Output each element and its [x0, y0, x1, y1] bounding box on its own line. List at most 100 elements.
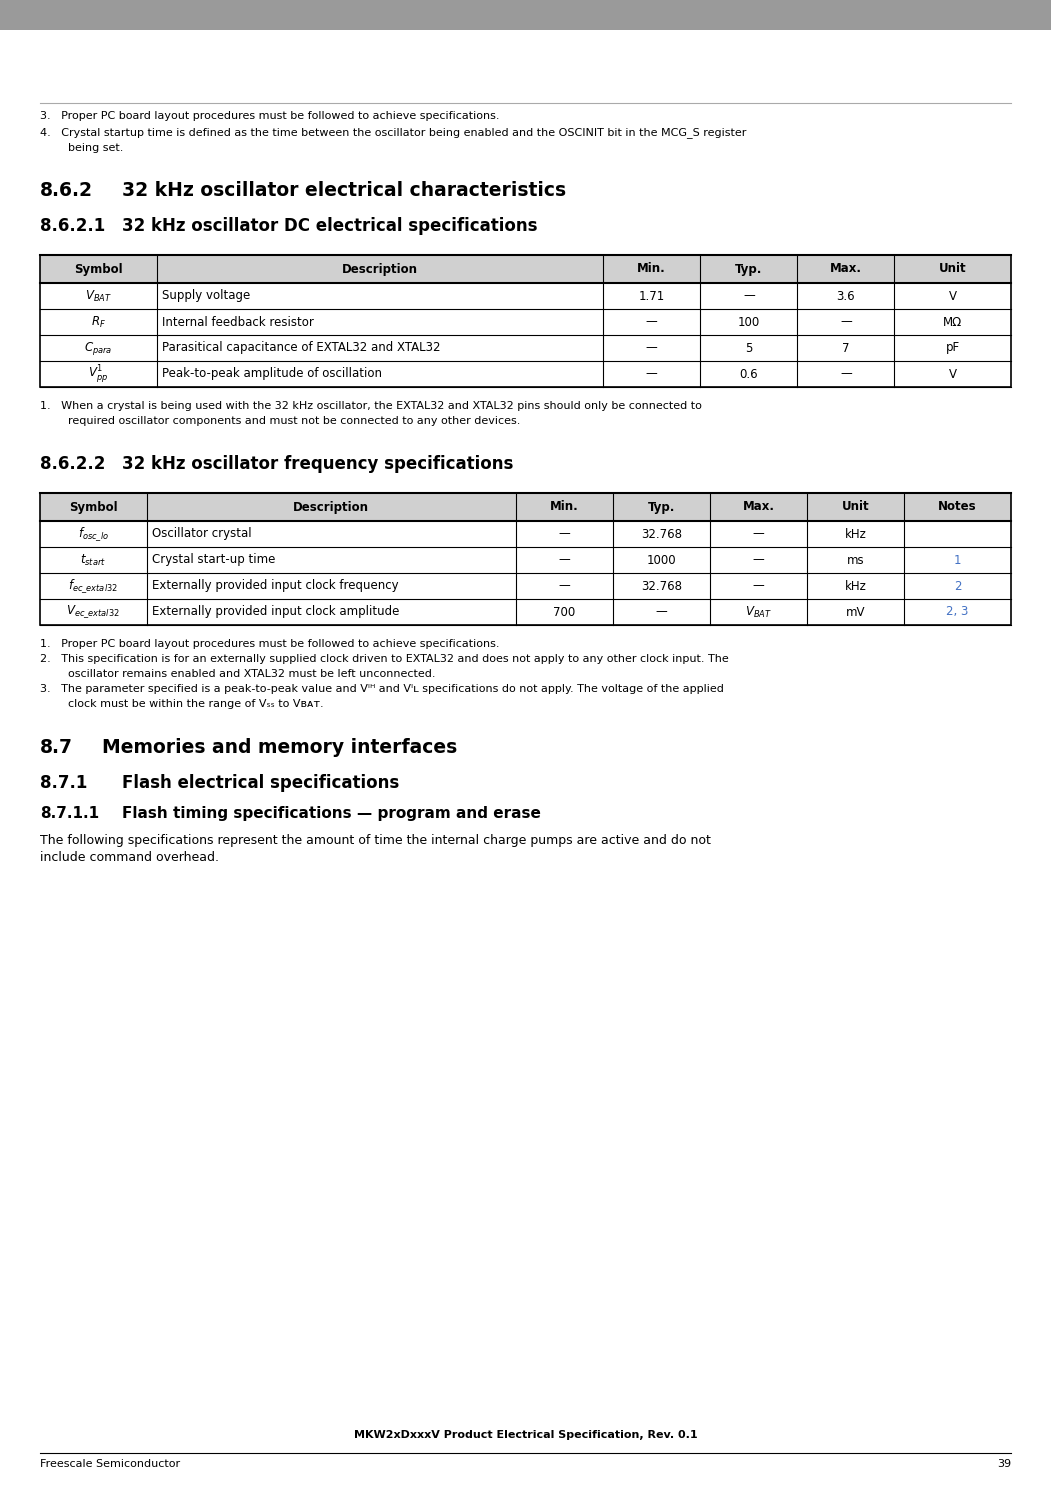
Text: kHz: kHz: [845, 579, 867, 593]
Text: —: —: [753, 579, 764, 593]
Bar: [40, 573, 1011, 599]
Text: 8.6.2: 8.6.2: [40, 181, 92, 200]
Text: Parasitical capacitance of EXTAL32 and XTAL32: Parasitical capacitance of EXTAL32 and X…: [162, 342, 440, 354]
Text: 3.   The parameter specified is a peak-to-peak value and Vᴵᴴ and Vᴵʟ specificati: 3. The parameter specified is a peak-to-…: [40, 684, 724, 694]
Text: 39: 39: [997, 1459, 1011, 1469]
Text: 32 kHz oscillator frequency specifications: 32 kHz oscillator frequency specificatio…: [122, 455, 513, 473]
Bar: [40, 361, 1011, 387]
Text: $t_{start}$: $t_{start}$: [80, 552, 106, 567]
Text: —: —: [743, 290, 755, 303]
Text: —: —: [646, 315, 658, 328]
Text: $R_F$: $R_F$: [90, 315, 106, 330]
Text: Description: Description: [342, 263, 418, 276]
Text: $V_{BAT}$: $V_{BAT}$: [745, 605, 772, 620]
Text: pF: pF: [946, 342, 960, 354]
Text: MΩ: MΩ: [943, 315, 963, 328]
Text: Supply voltage: Supply voltage: [162, 290, 250, 303]
Text: Min.: Min.: [637, 263, 666, 276]
Text: 4.   Crystal startup time is defined as the time between the oscillator being en: 4. Crystal startup time is defined as th…: [40, 127, 746, 137]
Text: $C_{para}$: $C_{para}$: [84, 339, 112, 357]
Text: —: —: [558, 554, 571, 566]
Text: 8.7.1: 8.7.1: [40, 773, 87, 791]
Text: 1: 1: [954, 554, 962, 566]
Text: —: —: [558, 527, 571, 540]
Text: 1.71: 1.71: [639, 290, 665, 303]
Text: 1.   When a crystal is being used with the 32 kHz oscillator, the EXTAL32 and XT: 1. When a crystal is being used with the…: [40, 402, 702, 411]
Text: Externally provided input clock amplitude: Externally provided input clock amplitud…: [151, 606, 399, 618]
Text: $V_{ec\_extal32}$: $V_{ec\_extal32}$: [66, 603, 121, 621]
Text: Flash timing specifications — program and erase: Flash timing specifications — program an…: [122, 806, 541, 821]
Text: Peak-to-peak amplitude of oscillation: Peak-to-peak amplitude of oscillation: [162, 367, 382, 381]
Text: Memories and memory interfaces: Memories and memory interfaces: [102, 738, 457, 757]
Bar: [40, 493, 1011, 521]
Text: clock must be within the range of Vₛₛ to Vʙᴀᴛ.: clock must be within the range of Vₛₛ to…: [40, 699, 324, 709]
Text: 3.6: 3.6: [837, 290, 856, 303]
Bar: [40, 599, 1011, 626]
Text: Unit: Unit: [842, 500, 869, 514]
Text: 8.6.2.1: 8.6.2.1: [40, 216, 105, 234]
Text: Typ.: Typ.: [647, 500, 675, 514]
Text: ms: ms: [847, 554, 865, 566]
Text: Unit: Unit: [939, 263, 967, 276]
Text: Freescale Semiconductor: Freescale Semiconductor: [40, 1459, 180, 1469]
Text: Oscillator crystal: Oscillator crystal: [151, 527, 251, 540]
Text: Typ.: Typ.: [735, 263, 763, 276]
Text: The following specifications represent the amount of time the internal charge pu: The following specifications represent t…: [40, 835, 710, 847]
Text: 3.   Proper PC board layout procedures must be followed to achieve specification: 3. Proper PC board layout procedures mus…: [40, 110, 499, 121]
Text: Notes: Notes: [939, 500, 977, 514]
Text: 8.6.2.2: 8.6.2.2: [40, 455, 105, 473]
Text: 8.7: 8.7: [40, 738, 73, 757]
Text: 100: 100: [738, 315, 760, 328]
Text: include command overhead.: include command overhead.: [40, 851, 219, 864]
Text: 32.768: 32.768: [641, 527, 682, 540]
Text: 7: 7: [842, 342, 849, 354]
Text: 32 kHz oscillator DC electrical specifications: 32 kHz oscillator DC electrical specific…: [122, 216, 537, 234]
Text: $V_{pp}^1$: $V_{pp}^1$: [88, 363, 108, 385]
Text: 5: 5: [745, 342, 753, 354]
Text: —: —: [840, 367, 851, 381]
Text: required oscillator components and must not be connected to any other devices.: required oscillator components and must …: [40, 417, 520, 426]
Text: MKW2xDxxxV Product Electrical Specification, Rev. 0.1: MKW2xDxxxV Product Electrical Specificat…: [354, 1430, 697, 1441]
Text: —: —: [646, 342, 658, 354]
Text: Symbol: Symbol: [74, 263, 123, 276]
Text: oscillator remains enabled and XTAL32 must be left unconnected.: oscillator remains enabled and XTAL32 mu…: [40, 669, 435, 679]
Bar: [40, 309, 1011, 334]
Text: 2, 3: 2, 3: [946, 606, 969, 618]
Text: kHz: kHz: [845, 527, 867, 540]
Text: —: —: [753, 554, 764, 566]
Text: $f_{osc\_lo}$: $f_{osc\_lo}$: [78, 526, 109, 543]
Text: V: V: [949, 290, 956, 303]
Text: —: —: [753, 527, 764, 540]
Text: $V_{BAT}$: $V_{BAT}$: [85, 288, 111, 303]
Text: Symbol: Symbol: [69, 500, 118, 514]
Text: —: —: [840, 315, 851, 328]
Bar: [40, 521, 1011, 546]
Text: Externally provided input clock frequency: Externally provided input clock frequenc…: [151, 579, 398, 593]
Text: —: —: [558, 579, 571, 593]
Text: —: —: [656, 606, 667, 618]
Text: —: —: [646, 367, 658, 381]
Text: 0.6: 0.6: [740, 367, 758, 381]
Text: being set.: being set.: [40, 143, 123, 152]
Bar: [40, 284, 1011, 309]
Text: 700: 700: [553, 606, 576, 618]
Text: 32.768: 32.768: [641, 579, 682, 593]
Text: $f_{ec\_extal32}$: $f_{ec\_extal32}$: [68, 578, 119, 594]
Text: Max.: Max.: [830, 263, 862, 276]
Bar: [40, 255, 1011, 387]
Text: 1000: 1000: [646, 554, 676, 566]
Text: Internal feedback resistor: Internal feedback resistor: [162, 315, 313, 328]
Text: 1.   Proper PC board layout procedures must be followed to achieve specification: 1. Proper PC board layout procedures mus…: [40, 639, 499, 649]
Text: mV: mV: [846, 606, 865, 618]
Bar: [40, 255, 1011, 284]
Text: Description: Description: [293, 500, 369, 514]
Bar: [40, 334, 1011, 361]
Text: 2.   This specification is for an externally supplied clock driven to EXTAL32 an: 2. This specification is for an external…: [40, 654, 728, 664]
Text: Flash electrical specifications: Flash electrical specifications: [122, 773, 399, 791]
Text: 8.7.1.1: 8.7.1.1: [40, 806, 99, 821]
Bar: [40, 493, 1011, 626]
Bar: [40, 546, 1011, 573]
Text: Crystal start-up time: Crystal start-up time: [151, 554, 275, 566]
Text: 2: 2: [954, 579, 962, 593]
Text: 32 kHz oscillator electrical characteristics: 32 kHz oscillator electrical characteris…: [122, 181, 566, 200]
